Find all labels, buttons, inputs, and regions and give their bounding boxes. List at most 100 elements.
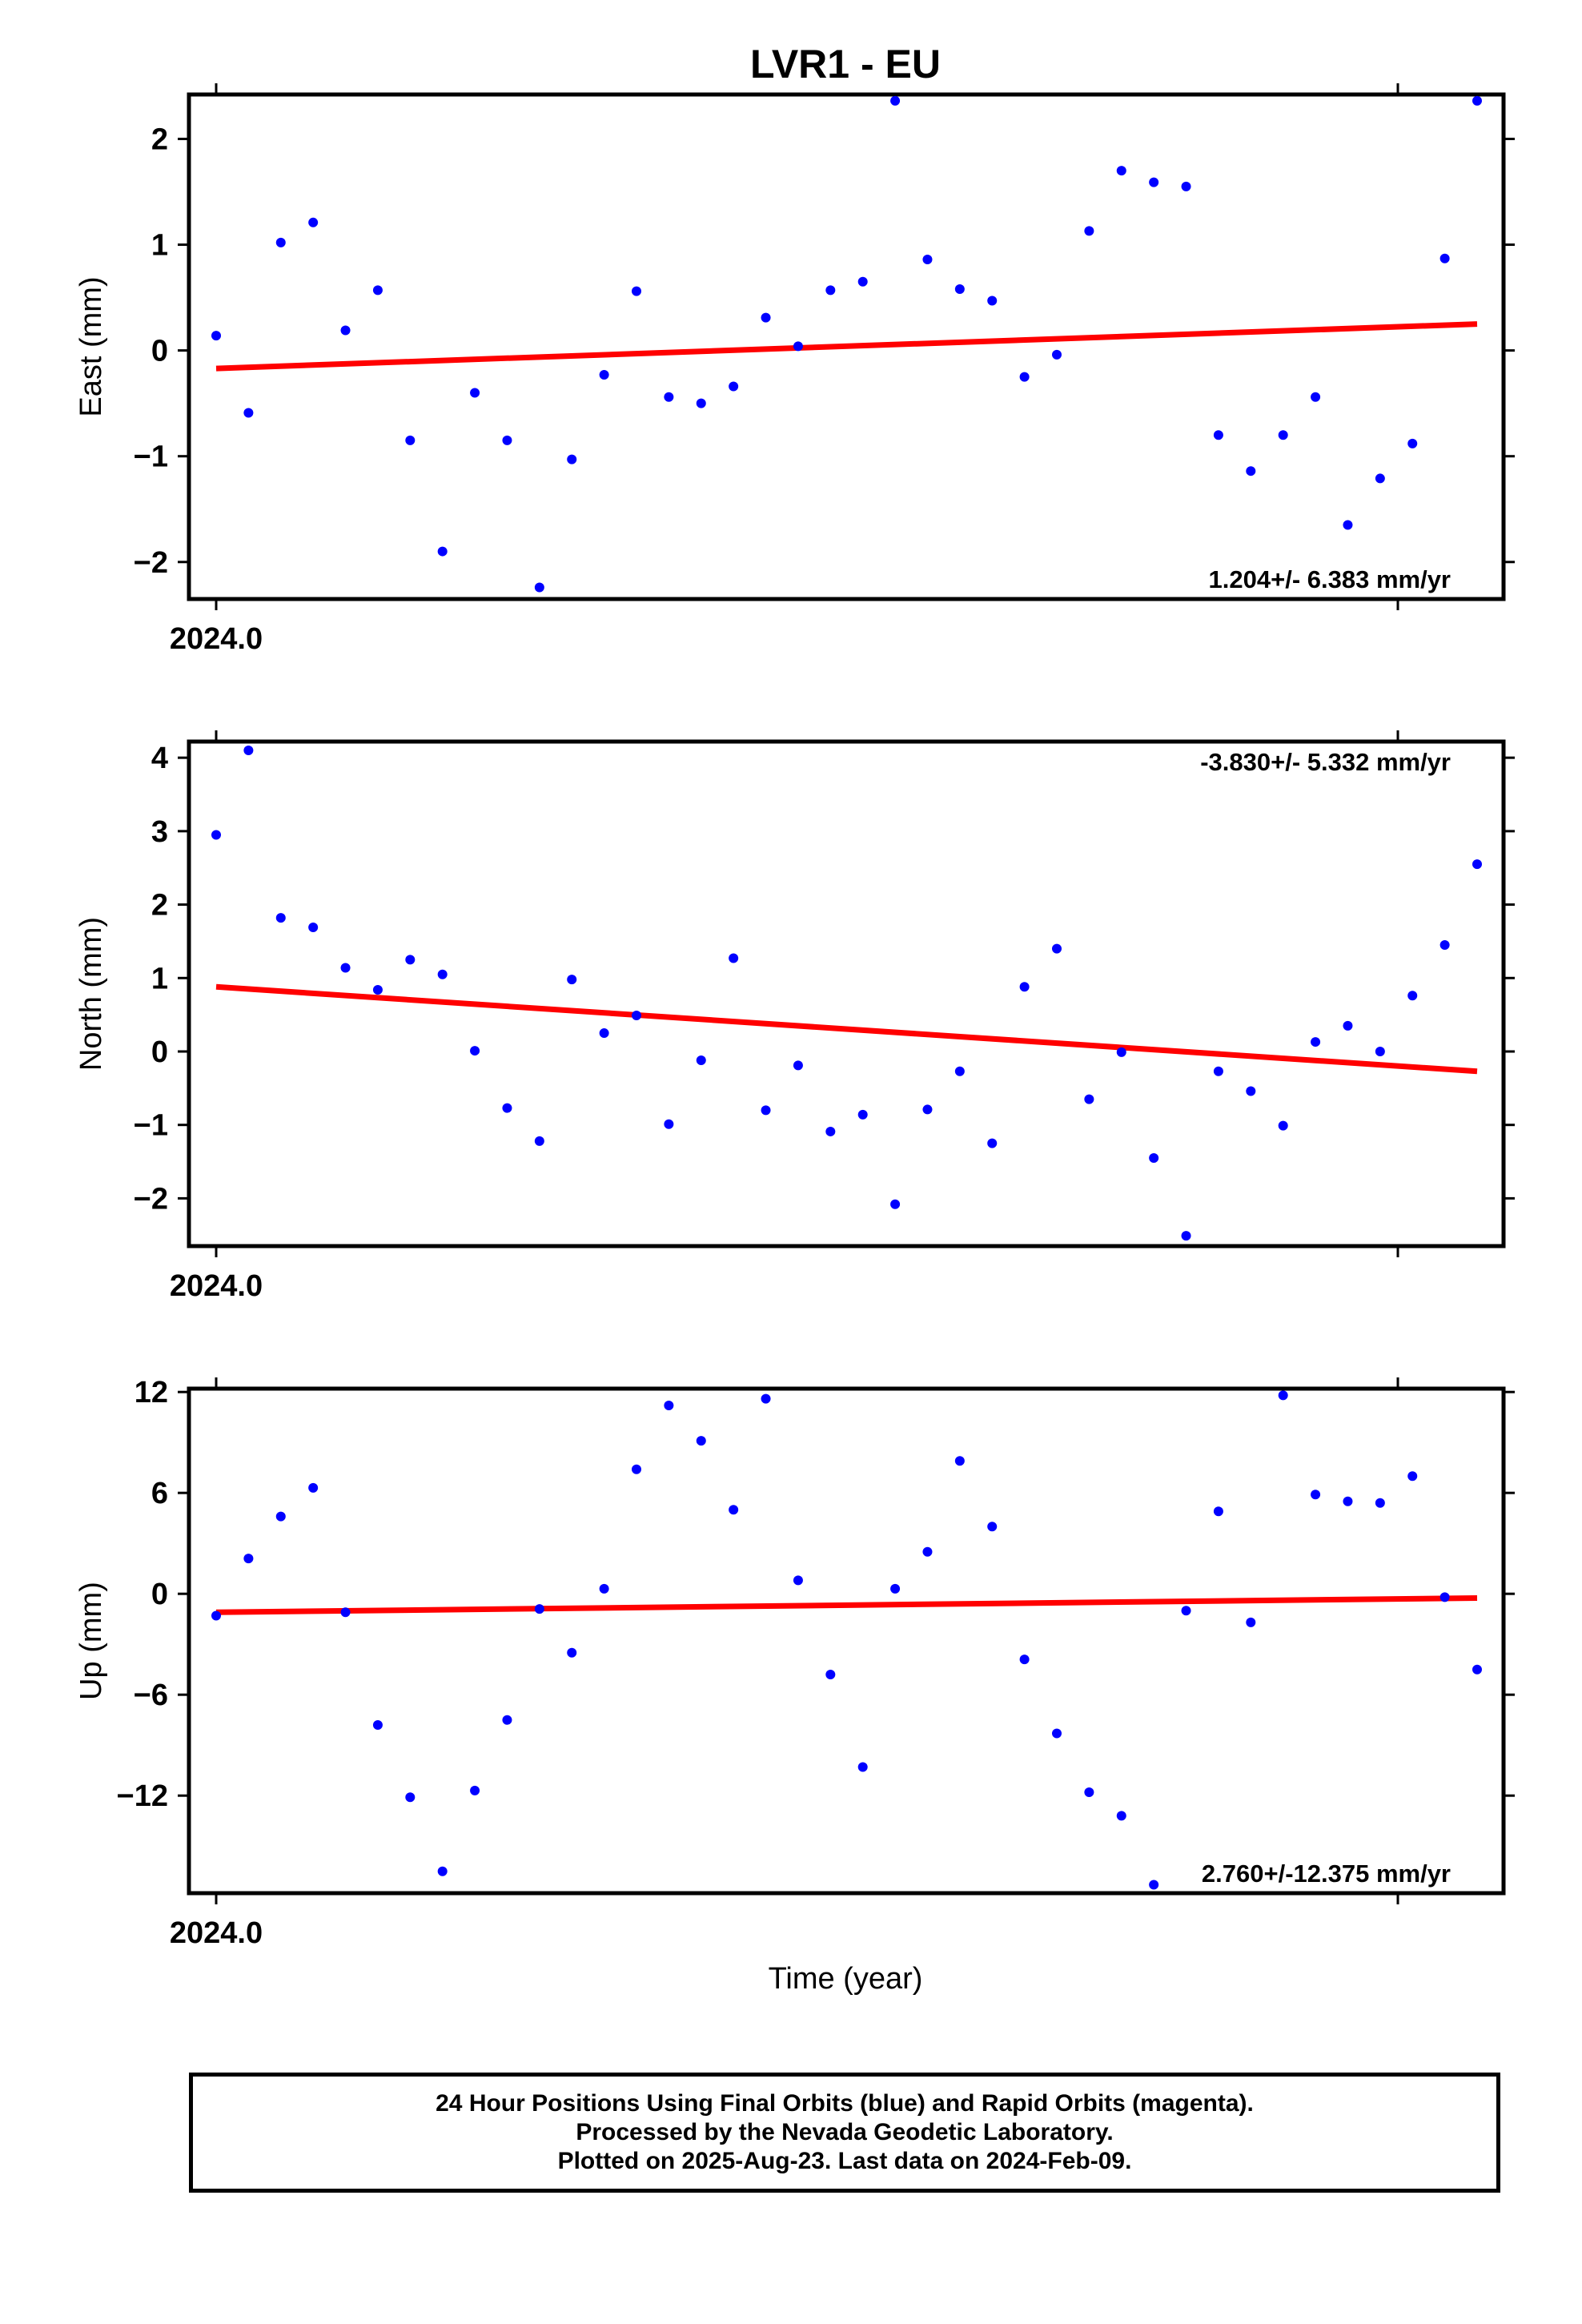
data-point xyxy=(1472,859,1482,870)
plot-frame xyxy=(187,739,1506,1248)
data-point xyxy=(1375,473,1385,484)
data-point xyxy=(340,325,351,336)
data-point xyxy=(308,1482,319,1493)
rate-annotation: -3.830+/- 5.332 mm/yr xyxy=(1200,748,1451,776)
data-point xyxy=(567,454,577,464)
data-point xyxy=(1311,1037,1321,1047)
y-tick-label: 3 xyxy=(151,815,168,849)
data-point xyxy=(987,1138,998,1148)
data-point xyxy=(1084,1787,1094,1797)
data-point xyxy=(729,953,739,963)
x-tick-label: 2024.0 xyxy=(170,1269,263,1303)
data-point xyxy=(1084,226,1094,236)
data-point xyxy=(1278,1390,1288,1401)
y-tick-label: −2 xyxy=(134,546,168,580)
y-axis-label: Up (mm) xyxy=(74,1582,108,1700)
caption-line-1: 24 Hour Positions Using Final Orbits (bl… xyxy=(436,2090,1254,2117)
data-point xyxy=(534,1136,544,1146)
data-point xyxy=(825,285,836,296)
trend-line xyxy=(215,1594,1478,1615)
data-point xyxy=(1084,1094,1094,1104)
y-tick-label: −1 xyxy=(134,440,168,474)
data-point xyxy=(1343,1020,1353,1031)
y-tick-label: −12 xyxy=(117,1779,168,1813)
data-point xyxy=(890,1199,901,1209)
data-point xyxy=(437,969,448,979)
data-point xyxy=(1213,1066,1223,1076)
data-point xyxy=(1181,1606,1191,1616)
trend-line xyxy=(215,983,1478,1075)
data-point xyxy=(632,286,641,296)
data-point xyxy=(696,1436,706,1446)
data-point xyxy=(437,1866,448,1876)
caption-line-3: Plotted on 2025-Aug-23. Last data on 202… xyxy=(557,2148,1132,2174)
data-point xyxy=(1311,1490,1321,1500)
data-point xyxy=(437,546,448,557)
y-tick-label: 12 xyxy=(135,1376,168,1409)
data-point xyxy=(729,1505,739,1515)
data-point xyxy=(1149,1152,1159,1163)
data-point xyxy=(1375,1046,1385,1056)
y-tick-label: 0 xyxy=(151,1035,168,1069)
data-point xyxy=(1181,181,1191,191)
data-point xyxy=(1278,430,1288,440)
data-point xyxy=(1116,1811,1126,1821)
data-point xyxy=(1181,1231,1191,1241)
plot-frame xyxy=(187,92,1506,601)
data-point xyxy=(1472,1664,1482,1675)
data-point xyxy=(1213,430,1223,440)
data-point xyxy=(275,1511,286,1522)
data-point xyxy=(405,955,416,965)
y-tick-label: 1 xyxy=(151,962,168,995)
data-point xyxy=(502,1103,512,1113)
data-point xyxy=(1407,1471,1418,1482)
data-point xyxy=(1472,95,1482,106)
data-point xyxy=(211,1610,221,1621)
y-tick-label: 6 xyxy=(151,1477,168,1510)
data-point xyxy=(696,398,706,408)
data-point xyxy=(1407,991,1418,1001)
data-point xyxy=(1439,1592,1450,1602)
data-point xyxy=(729,381,739,392)
y-tick-label: 0 xyxy=(151,1578,168,1611)
trend-line xyxy=(215,321,1478,372)
data-point xyxy=(1149,1880,1159,1890)
data-point xyxy=(243,1554,254,1564)
data-point xyxy=(1246,1086,1256,1096)
data-point xyxy=(1052,349,1062,360)
data-point xyxy=(470,1046,480,1056)
rate-annotation: 2.760+/-12.375 mm/yr xyxy=(1202,1860,1451,1888)
y-tick-label: 2 xyxy=(151,889,168,923)
data-point xyxy=(632,1464,641,1474)
data-point xyxy=(825,1670,836,1679)
data-point xyxy=(534,582,544,593)
data-point xyxy=(599,1028,609,1039)
data-point xyxy=(1019,982,1030,992)
data-point xyxy=(664,392,674,402)
y-axis-label: East (mm) xyxy=(74,276,108,416)
data-point xyxy=(567,1647,577,1658)
data-point xyxy=(857,276,868,287)
data-point xyxy=(567,975,577,985)
data-point xyxy=(1052,943,1062,954)
data-point xyxy=(954,1066,965,1076)
data-point xyxy=(599,370,609,380)
data-point xyxy=(922,1546,933,1557)
data-point xyxy=(954,1456,965,1466)
data-point xyxy=(857,1109,868,1120)
data-point xyxy=(243,408,254,418)
data-point xyxy=(1439,253,1450,263)
data-point xyxy=(1246,1617,1256,1627)
data-point xyxy=(1116,1047,1126,1057)
data-point xyxy=(534,1604,544,1614)
x-tick-label: 2024.0 xyxy=(170,622,263,656)
data-point xyxy=(405,435,416,445)
data-point xyxy=(308,217,319,227)
y-axis-label: North (mm) xyxy=(74,917,108,1071)
data-point xyxy=(954,284,965,295)
data-point xyxy=(275,913,286,923)
east-panel: 2 1 0 −1 −2 2024.0 East (mm) 1.204+/- 6.383 mm/… xyxy=(74,83,1515,656)
data-point xyxy=(922,1104,933,1115)
chart-title: LVR1 - EU xyxy=(750,42,941,86)
data-point xyxy=(1116,166,1126,176)
